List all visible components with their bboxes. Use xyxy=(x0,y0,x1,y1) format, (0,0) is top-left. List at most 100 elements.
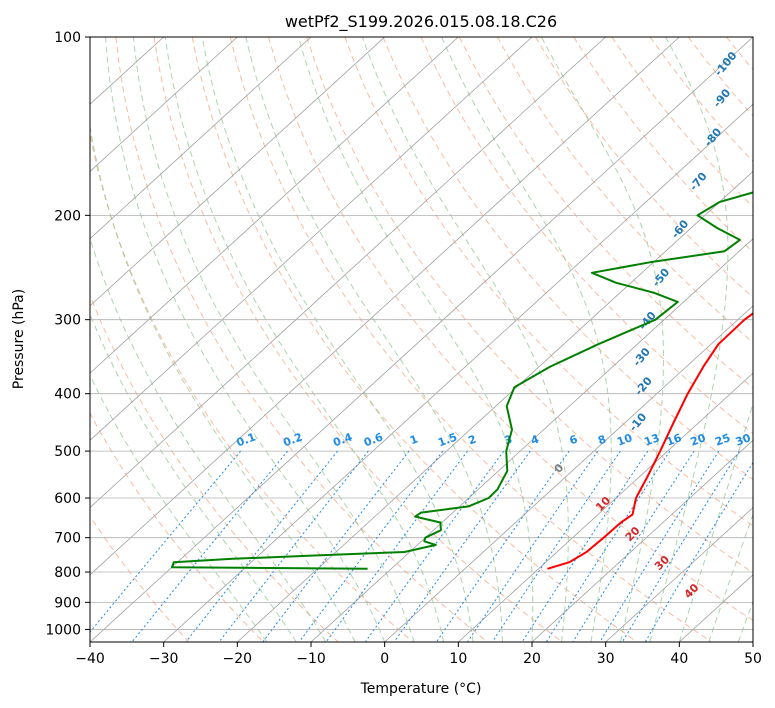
moist-adiabat xyxy=(297,37,534,642)
mixing-ratio-label: 10 xyxy=(615,431,634,449)
plot-frame xyxy=(89,36,754,643)
dry-adiabat xyxy=(191,37,638,642)
mixing-ratio-label: 36 xyxy=(754,431,773,449)
mixing-ratio-label: 30 xyxy=(734,431,753,449)
x-tick-label: −10 xyxy=(296,651,326,667)
mixing-ratio-label: 0.4 xyxy=(331,430,354,449)
mixing-ratio-label: 0.6 xyxy=(362,430,385,449)
moist-adiabat xyxy=(737,600,753,642)
mixing-ratio-line xyxy=(491,450,621,642)
isotherm-line xyxy=(384,305,753,642)
x-tick-label: −20 xyxy=(223,651,253,667)
dry-adiabat xyxy=(687,37,753,117)
mixing-ratio-line xyxy=(325,450,468,642)
grid-layer: 0.1 0.2 0.4 0.6 1 1.5 2 3 4 6 8 10 13 16 20 25 30 36-100-… xyxy=(90,37,775,642)
isotherm-line xyxy=(237,170,753,642)
y-tick-label: 200 xyxy=(54,208,81,224)
mixing-ratio-label: 25 xyxy=(713,431,732,448)
mixing-ratio-line xyxy=(621,450,740,642)
isotherm-line xyxy=(90,37,533,441)
mixing-ratio-label: 8 xyxy=(596,433,608,448)
y-tick-label: 600 xyxy=(54,491,81,507)
dry-adiabat-label: -30 xyxy=(630,345,653,369)
moist-adiabat xyxy=(90,123,356,642)
mixing-ratio-line xyxy=(262,450,410,642)
dry-adiabat xyxy=(90,412,264,642)
x-tick-label: 40 xyxy=(670,651,688,667)
mixing-ratio-label: 6 xyxy=(568,432,580,447)
dry-adiabat-label: -80 xyxy=(702,125,725,149)
dry-adiabat-label: -40 xyxy=(636,309,659,333)
moist-adiabat xyxy=(105,37,386,642)
mixing-ratio-line xyxy=(364,450,505,642)
dry-adiabat xyxy=(496,37,753,344)
mixing-ratio-line xyxy=(90,450,242,633)
isotherm-line xyxy=(90,37,312,240)
y-tick-label: 400 xyxy=(54,387,81,403)
moist-adiabat xyxy=(708,513,753,642)
mixing-ratio-label: 20 xyxy=(689,431,708,449)
x-axis-label: Temperature (°C) xyxy=(360,681,482,697)
mixing-ratio-line xyxy=(545,450,671,642)
dry-adiabat xyxy=(90,293,339,642)
y-tick-label: 800 xyxy=(54,565,81,581)
mixing-ratio-line xyxy=(298,450,444,642)
dewpoint-profile-line xyxy=(171,191,753,570)
y-tick-label: 300 xyxy=(54,313,81,329)
dry-adiabat xyxy=(268,37,753,622)
dry-adiabat xyxy=(765,37,775,642)
y-tick-label: 100 xyxy=(54,30,81,46)
isotherm-line xyxy=(90,37,606,509)
moist-adiabat xyxy=(245,37,503,642)
isotherm-line xyxy=(90,37,680,576)
y-axis-label: Pressure (hPa) xyxy=(11,289,27,389)
isotherm-line xyxy=(90,37,459,374)
mixing-ratio-label: 16 xyxy=(665,431,684,449)
x-tick-label: 10 xyxy=(449,651,467,667)
moist-adiabat xyxy=(361,37,569,642)
dry-adiabat-label: -20 xyxy=(632,374,655,398)
mixing-ratio-label: 13 xyxy=(642,431,661,448)
mixing-ratio-label: 4 xyxy=(529,432,541,447)
temperature-profile-line xyxy=(547,312,753,570)
moist-adiabat xyxy=(441,37,612,642)
moist-adiabat xyxy=(90,374,268,642)
dry-adiabat-label: -60 xyxy=(669,217,692,241)
moist-adiabat xyxy=(540,37,664,642)
isotherm-line xyxy=(458,372,753,642)
x-tick-label: −30 xyxy=(149,651,179,667)
mixing-ratio-line xyxy=(218,450,369,642)
moist-adiabat xyxy=(201,37,474,642)
moist-adiabat xyxy=(649,37,729,642)
isotherm-line xyxy=(310,238,753,642)
mixing-ratio-line xyxy=(599,450,720,642)
y-tick-label: 500 xyxy=(54,444,81,460)
mixing-ratio-line xyxy=(521,450,649,642)
y-tick-label: 900 xyxy=(54,595,81,611)
moist-adiabat-label: 10 xyxy=(593,494,613,514)
mixing-ratio-label: 0.2 xyxy=(281,431,304,450)
moist-adiabat xyxy=(678,401,753,642)
dry-adiabat-label: -50 xyxy=(650,266,673,290)
isotherm-line xyxy=(531,439,753,642)
mixing-ratio-label: 0.1 xyxy=(235,431,258,450)
y-tick-label: 700 xyxy=(54,531,81,547)
dry-adiabat xyxy=(115,37,488,642)
moist-adiabat xyxy=(164,37,445,642)
mixing-ratio-label: 1.5 xyxy=(436,431,459,450)
mixing-ratio-line xyxy=(572,450,695,642)
isotherm-line xyxy=(90,37,385,307)
x-tick-label: 50 xyxy=(744,651,762,667)
tick-layer: −40 −30 −20 −10 0 10 20 30 40 5010020030040050060… xyxy=(45,30,762,667)
isotherm-line xyxy=(90,37,753,642)
y-tick-label: 1000 xyxy=(45,622,81,638)
dry-adiabat xyxy=(90,131,414,642)
x-tick-label: 0 xyxy=(380,651,389,667)
moist-adiabat xyxy=(90,236,327,642)
mixing-ratio-line xyxy=(185,450,338,642)
mixing-ratio-line xyxy=(131,450,288,642)
dry-adiabat-label: -90 xyxy=(711,86,734,110)
moist-adiabat-label: 20 xyxy=(623,524,643,544)
x-tick-label: 30 xyxy=(597,651,615,667)
